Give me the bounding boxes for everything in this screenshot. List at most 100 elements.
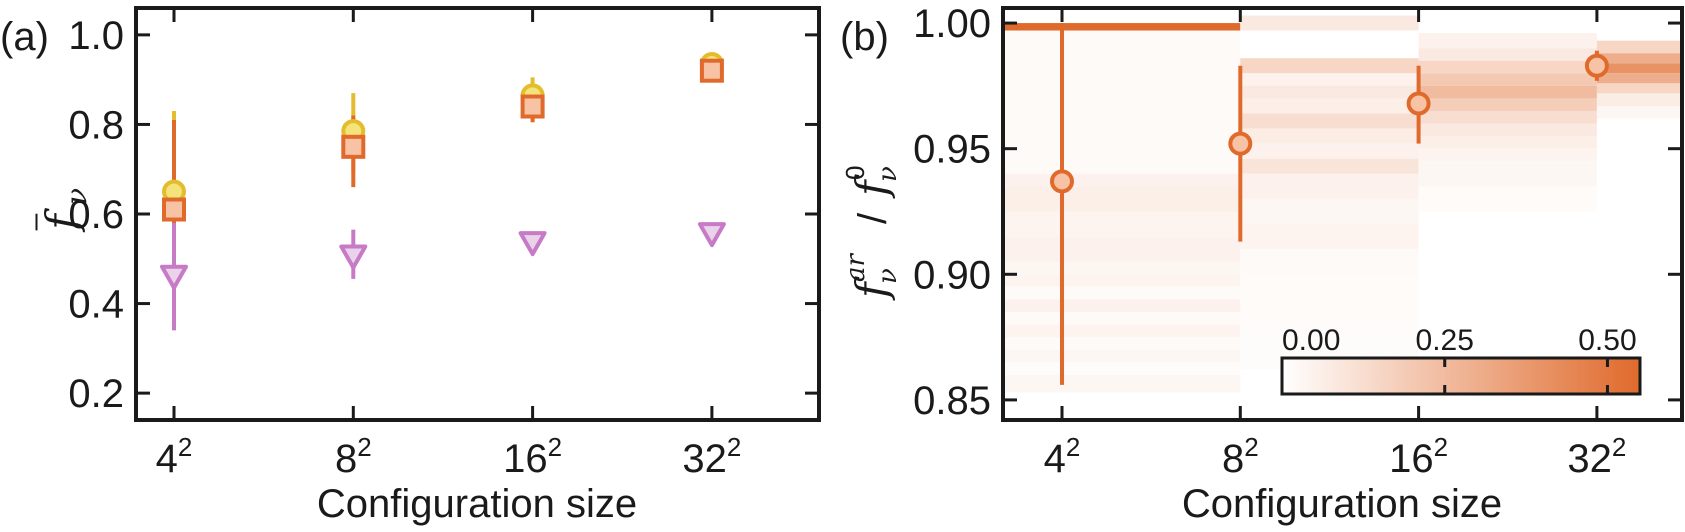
heatmap-cell [1003,186,1241,212]
panel-b-y-tick-label: 0.85 [913,379,991,423]
heatmap-cell [1418,60,1597,74]
panel-a: (a) 0.2 0.4 0.6 0.8 1.0 42 82 162 322 Configura… [0,6,821,526]
panel-b-point [1406,91,1431,116]
panel-a-point-triangle [697,222,726,248]
heatmap-cell [1240,113,1419,129]
heatmap-cell [1003,261,1241,275]
panel-a-y-tick-label: 0.8 [68,103,124,147]
panel-a-point-triangle [339,244,368,270]
panel-b: (b) 0.85 0.90 0.95 1.00 42 82 162 322 0.00 0.25… [840,2,1684,526]
panel-b-y-label-sup-ar: ar [841,252,871,282]
heatmap-cell [1240,143,1419,159]
heatmap-cell [1003,324,1241,338]
heatmap-cell [1240,73,1419,86]
panel-b-x-tick-label: 162 [1389,432,1448,481]
heatmap-cell [1418,111,1597,124]
heatmap-cell [1596,40,1682,54]
panel-b-y-tick-labels: 0.85 0.90 0.95 1.00 [913,2,991,423]
panel-a-x-tick-label: 42 [156,432,193,481]
heatmap-cell [1240,98,1419,114]
panel-a-markers [160,51,726,290]
heatmap-cell [1418,73,1597,86]
colorbar-tick-label: 0.25 [1416,324,1474,357]
panel-b-y-label-sub-2: ν [873,166,903,182]
heatmap-cell [1003,349,1241,363]
heatmap-cell [1596,53,1682,64]
panel-a-point-square [520,94,545,119]
heatmap-cell [1240,58,1419,74]
heatmap-cell [1240,173,1419,199]
panel-a-y-label-bar: – [18,213,51,230]
heatmap-cell [1596,83,1682,94]
panel-b-frame [1001,6,1684,422]
panel-a-y-label-sub: ν [60,188,93,205]
panel-b-x-tick-labels: 42 82 162 322 [1044,432,1627,481]
heatmap-cell [1418,186,1597,212]
heatmap-cell [1003,337,1241,350]
heatmap-cell [1003,286,1241,300]
heatmap-cell [1596,73,1682,84]
heatmap-cell [1240,15,1419,31]
panel-b-y-label-sub-1: ν [873,268,903,284]
panel-a-point-square [162,197,186,222]
panel-a-point-square [699,58,724,83]
heatmap-cell [1003,299,1241,312]
panel-b-point [1228,131,1253,156]
panel-b-y-tick-label: 0.90 [913,253,991,297]
panel-a-x-tick-label: 82 [335,432,372,481]
heatmap-cell [1240,224,1419,250]
heatmap-cell [1240,158,1419,174]
heatmap-cell [1240,85,1419,99]
colorbar-tick-label: 0.50 [1578,324,1636,357]
panel-a-y-tick-label: 0.6 [68,193,124,237]
panel-a-x-tick-label: 322 [682,432,741,481]
panel-a-error-bars [172,57,714,331]
panel-a-frame [134,6,821,422]
heatmap-cell [1003,311,1241,325]
heatmap-cell [1003,173,1241,187]
panel-a-y-tick-label: 0.4 [68,283,124,327]
panel-b-x-tick-label: 322 [1567,432,1626,481]
heatmap-cell [1003,30,1241,174]
panel-b-x-tick-label: 42 [1044,432,1081,481]
colorbar-ticks: 0.00 0.25 0.50 [1280,324,1637,394]
panel-b-x-tick-label: 82 [1222,432,1259,481]
heatmap-cell [1418,148,1597,162]
heatmap-cell [1418,85,1597,99]
panel-a-x-label: Configuration size [317,482,637,526]
panel-a-y-tick-label: 1.0 [68,14,124,58]
colorbar: 0.00 0.25 0.50 [1280,324,1642,396]
panel-a-point-square [341,134,366,159]
heatmap-cell [1418,136,1597,149]
panel-b-y-tick-label: 0.95 [913,128,991,172]
heatmap-cell [1240,249,1419,275]
panel-b-point [1050,169,1074,194]
heatmap-cell [1418,161,1597,187]
heatmap-cell [1418,48,1597,61]
heatmap-cell [1003,23,1241,31]
panel-b-y-tick-label: 1.00 [913,2,991,46]
heatmap-cell [1596,105,1682,119]
heatmap-cell [1240,30,1419,59]
panel-b-markers [1050,53,1609,194]
heatmap-cell [1003,362,1241,375]
heatmap-cell [1596,63,1682,74]
heatmap-cell [1003,374,1241,393]
panel-b-x-ticks [1060,8,1599,420]
heatmap-cell [1003,211,1241,237]
colorbar-tick-label: 0.00 [1282,324,1340,357]
panel-b-y-label-sup-0: 0 [840,166,870,180]
panel-a-point-triangle [160,264,188,290]
panel-a-y-tick-label: 0.2 [68,372,124,416]
panel-b-label: (b) [840,15,889,59]
panel-a-label: (a) [0,15,49,59]
panel-b-y-label-sep: / [851,212,895,224]
panel-a-x-tick-label: 162 [503,432,562,481]
panel-b-point [1584,53,1609,78]
heatmap-cell [1418,33,1597,49]
heatmap-cell [1596,93,1682,106]
panel-a-x-ticks [172,8,714,420]
panel-b-x-label: Configuration size [1182,482,1502,526]
heatmap-cell [1240,198,1419,225]
panel-b-heatmap [1003,15,1682,393]
